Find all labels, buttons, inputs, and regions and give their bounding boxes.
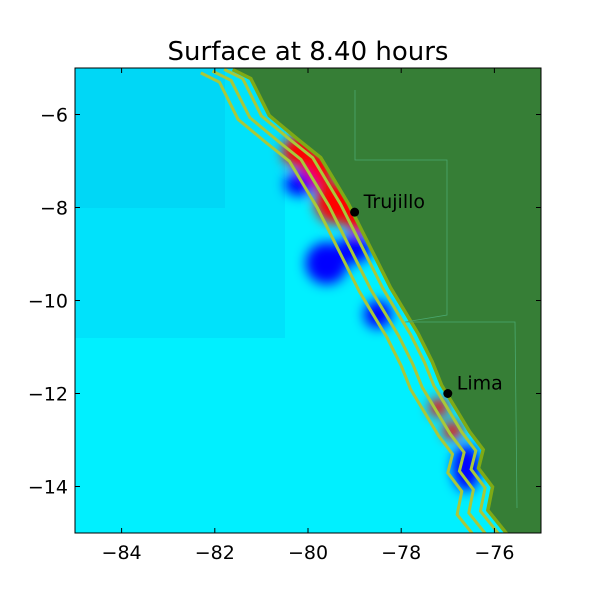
x-tick-label: −82 <box>195 542 235 564</box>
y-tick-label: −8 <box>40 198 68 220</box>
y-tick-label: −6 <box>40 105 68 127</box>
bathymetry-contour-line <box>211 69 487 533</box>
negative-surface-anomaly <box>305 242 348 285</box>
region-border <box>354 90 518 509</box>
y-tick-label: −12 <box>28 384 68 406</box>
region-borders <box>354 90 518 509</box>
chart-title: Surface at 8.40 hours <box>168 37 449 67</box>
x-tick-label: −76 <box>474 542 514 564</box>
y-tick-label: −10 <box>28 291 68 313</box>
negative-surface-anomaly <box>363 300 392 329</box>
x-axis: −84 −82 −80 −78 −76 <box>102 68 514 564</box>
location-label: Trujillo <box>363 191 425 213</box>
location-marker <box>350 207 360 217</box>
plot-area: Trujillo Lima <box>75 68 541 533</box>
x-tick-label: −78 <box>381 542 421 564</box>
y-axis: −14 −12 −10 −8 −6 <box>28 105 541 499</box>
location-markers: Trujillo Lima <box>350 191 503 398</box>
location-label: Lima <box>457 373 503 395</box>
land-mass <box>233 68 541 533</box>
x-tick-label: −84 <box>102 542 142 564</box>
x-tick-label: −80 <box>288 542 328 564</box>
bathymetry-contours <box>200 68 500 533</box>
bathymetry-contour-line <box>200 71 474 533</box>
y-tick-label: −14 <box>28 477 68 499</box>
bathymetry-contour-line <box>223 68 500 533</box>
location-marker <box>443 389 453 398</box>
ocean-mid-band <box>75 68 225 208</box>
